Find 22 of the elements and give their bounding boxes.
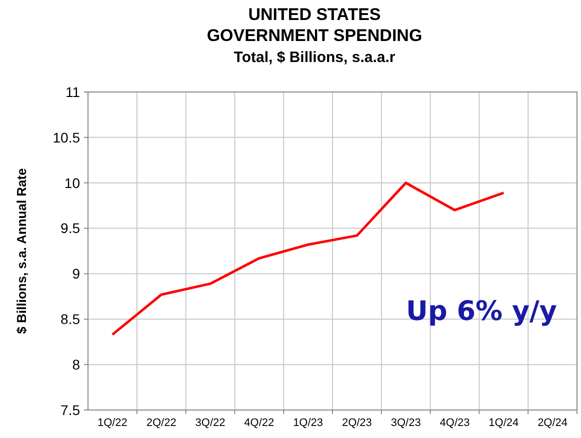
y-tick-label: 9	[72, 266, 80, 282]
y-tick-label: 11	[65, 84, 80, 100]
y-tick-label: 10	[64, 174, 80, 191]
x-tick-label: 4Q/23	[440, 417, 470, 429]
y-tick-label: 7.5	[60, 402, 80, 418]
x-tick-label: 3Q/23	[390, 417, 421, 429]
y-tick-label: 8.5	[60, 311, 80, 328]
line-series	[111, 182, 505, 336]
x-tick-label: 2Q/24	[538, 417, 568, 429]
chart-title: UNITED STATES GOVERNMENT SPENDING Total, $ Billions, s.a.a.r	[206, 5, 422, 66]
y-axis-title: $ Billions, s.a. Annual Rate	[14, 168, 29, 334]
x-tick-label: 1Q/23	[293, 417, 324, 429]
y-tick-label: 10.5	[52, 129, 80, 146]
x-tick-label: 2Q/22	[146, 417, 176, 429]
y-tick-label: 8	[72, 356, 80, 372]
x-tick-label: 4Q/22	[244, 417, 274, 429]
x-tick-label: 1Q/22	[97, 417, 128, 429]
x-tick-label: 2Q/23	[342, 417, 372, 429]
y-tick-label: 9.5	[60, 220, 80, 236]
x-tick-label: 3Q/22	[195, 417, 226, 429]
x-tick-label: 1Q/24	[488, 417, 519, 429]
annotation: Up 6% y/y	[406, 296, 558, 327]
